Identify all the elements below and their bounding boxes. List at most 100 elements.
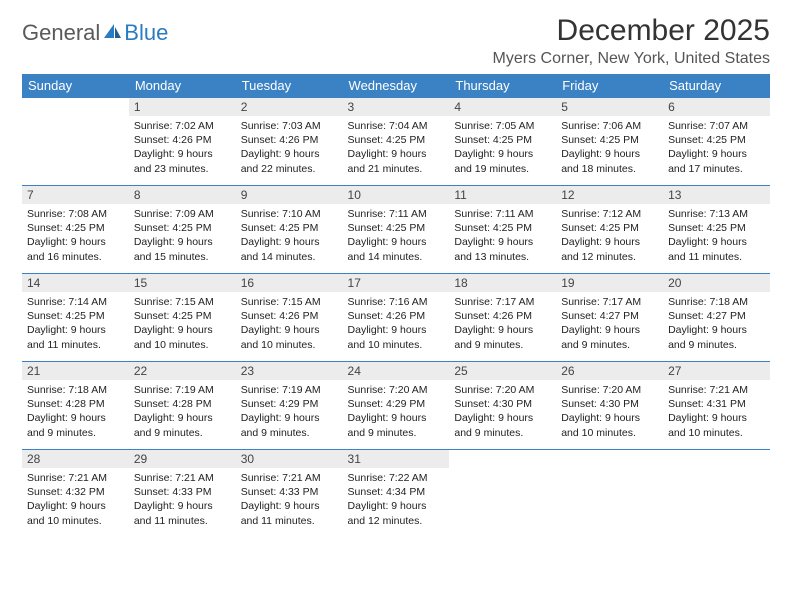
day-details: Sunrise: 7:11 AMSunset: 4:25 PMDaylight:…: [449, 204, 556, 267]
day-details: Sunrise: 7:08 AMSunset: 4:25 PMDaylight:…: [22, 204, 129, 267]
calendar-cell: 1Sunrise: 7:02 AMSunset: 4:26 PMDaylight…: [129, 98, 236, 186]
sunrise-text: Sunrise: 7:17 AM: [454, 295, 551, 309]
day-details: Sunrise: 7:14 AMSunset: 4:25 PMDaylight:…: [22, 292, 129, 355]
sunset-text: Sunset: 4:26 PM: [454, 309, 551, 323]
day-details: Sunrise: 7:21 AMSunset: 4:31 PMDaylight:…: [663, 380, 770, 443]
daylight-text: Daylight: 9 hours and 10 minutes.: [668, 411, 765, 439]
day-number: 2: [236, 98, 343, 116]
day-number: 12: [556, 186, 663, 204]
sunset-text: Sunset: 4:25 PM: [27, 221, 124, 235]
sunset-text: Sunset: 4:32 PM: [27, 485, 124, 499]
day-number: 11: [449, 186, 556, 204]
calendar-cell: 16Sunrise: 7:15 AMSunset: 4:26 PMDayligh…: [236, 274, 343, 362]
daylight-text: Daylight: 9 hours and 11 minutes.: [241, 499, 338, 527]
daylight-text: Daylight: 9 hours and 9 minutes.: [348, 411, 445, 439]
sunset-text: Sunset: 4:25 PM: [668, 133, 765, 147]
sunset-text: Sunset: 4:25 PM: [668, 221, 765, 235]
day-details: Sunrise: 7:17 AMSunset: 4:27 PMDaylight:…: [556, 292, 663, 355]
day-details: Sunrise: 7:12 AMSunset: 4:25 PMDaylight:…: [556, 204, 663, 267]
calendar-week-row: 7Sunrise: 7:08 AMSunset: 4:25 PMDaylight…: [22, 186, 770, 274]
day-number: 4: [449, 98, 556, 116]
sunset-text: Sunset: 4:28 PM: [134, 397, 231, 411]
calendar-cell: 31Sunrise: 7:22 AMSunset: 4:34 PMDayligh…: [343, 450, 450, 538]
sunset-text: Sunset: 4:25 PM: [561, 133, 658, 147]
day-number: 31: [343, 450, 450, 468]
day-details: Sunrise: 7:18 AMSunset: 4:28 PMDaylight:…: [22, 380, 129, 443]
daylight-text: Daylight: 9 hours and 9 minutes.: [27, 411, 124, 439]
day-details: Sunrise: 7:21 AMSunset: 4:33 PMDaylight:…: [129, 468, 236, 531]
calendar-cell: 29Sunrise: 7:21 AMSunset: 4:33 PMDayligh…: [129, 450, 236, 538]
daylight-text: Daylight: 9 hours and 10 minutes.: [241, 323, 338, 351]
calendar-cell: [663, 450, 770, 538]
daylight-text: Daylight: 9 hours and 11 minutes.: [27, 323, 124, 351]
day-details: Sunrise: 7:05 AMSunset: 4:25 PMDaylight:…: [449, 116, 556, 179]
sail-icon: [102, 22, 122, 45]
sunset-text: Sunset: 4:25 PM: [561, 221, 658, 235]
title-block: December 2025 Myers Corner, New York, Un…: [493, 14, 770, 68]
sunrise-text: Sunrise: 7:11 AM: [454, 207, 551, 221]
daylight-text: Daylight: 9 hours and 22 minutes.: [241, 147, 338, 175]
calendar-cell: 7Sunrise: 7:08 AMSunset: 4:25 PMDaylight…: [22, 186, 129, 274]
weekday-header: Tuesday: [236, 74, 343, 98]
daylight-text: Daylight: 9 hours and 11 minutes.: [668, 235, 765, 263]
day-details: Sunrise: 7:15 AMSunset: 4:26 PMDaylight:…: [236, 292, 343, 355]
day-details: Sunrise: 7:20 AMSunset: 4:30 PMDaylight:…: [556, 380, 663, 443]
calendar-week-row: 28Sunrise: 7:21 AMSunset: 4:32 PMDayligh…: [22, 450, 770, 538]
day-number: 24: [343, 362, 450, 380]
sunset-text: Sunset: 4:31 PM: [668, 397, 765, 411]
sunrise-text: Sunrise: 7:21 AM: [27, 471, 124, 485]
day-number: 16: [236, 274, 343, 292]
daylight-text: Daylight: 9 hours and 12 minutes.: [561, 235, 658, 263]
day-number: 7: [22, 186, 129, 204]
day-number: 22: [129, 362, 236, 380]
sunrise-text: Sunrise: 7:10 AM: [241, 207, 338, 221]
daylight-text: Daylight: 9 hours and 17 minutes.: [668, 147, 765, 175]
calendar-cell: 6Sunrise: 7:07 AMSunset: 4:25 PMDaylight…: [663, 98, 770, 186]
day-number: 9: [236, 186, 343, 204]
weekday-header: Thursday: [449, 74, 556, 98]
daylight-text: Daylight: 9 hours and 10 minutes.: [134, 323, 231, 351]
daylight-text: Daylight: 9 hours and 9 minutes.: [134, 411, 231, 439]
day-number: 26: [556, 362, 663, 380]
day-details: Sunrise: 7:21 AMSunset: 4:33 PMDaylight:…: [236, 468, 343, 531]
sunrise-text: Sunrise: 7:15 AM: [134, 295, 231, 309]
calendar-cell: 27Sunrise: 7:21 AMSunset: 4:31 PMDayligh…: [663, 362, 770, 450]
day-number: 23: [236, 362, 343, 380]
sunrise-text: Sunrise: 7:22 AM: [348, 471, 445, 485]
calendar-cell: 11Sunrise: 7:11 AMSunset: 4:25 PMDayligh…: [449, 186, 556, 274]
day-number: 10: [343, 186, 450, 204]
day-details: Sunrise: 7:20 AMSunset: 4:29 PMDaylight:…: [343, 380, 450, 443]
month-title: December 2025: [493, 14, 770, 48]
sunrise-text: Sunrise: 7:14 AM: [27, 295, 124, 309]
sunrise-text: Sunrise: 7:21 AM: [668, 383, 765, 397]
day-number: 15: [129, 274, 236, 292]
day-details: Sunrise: 7:15 AMSunset: 4:25 PMDaylight:…: [129, 292, 236, 355]
calendar-cell: 9Sunrise: 7:10 AMSunset: 4:25 PMDaylight…: [236, 186, 343, 274]
sunset-text: Sunset: 4:30 PM: [454, 397, 551, 411]
sunrise-text: Sunrise: 7:20 AM: [454, 383, 551, 397]
calendar-cell: [22, 98, 129, 186]
calendar-cell: 26Sunrise: 7:20 AMSunset: 4:30 PMDayligh…: [556, 362, 663, 450]
sunset-text: Sunset: 4:25 PM: [454, 133, 551, 147]
day-details: Sunrise: 7:21 AMSunset: 4:32 PMDaylight:…: [22, 468, 129, 531]
sunset-text: Sunset: 4:25 PM: [348, 221, 445, 235]
calendar-cell: 22 Sunrise: 7:19 AMSunset: 4:28 PMDayligh…: [129, 362, 236, 450]
sunset-text: Sunset: 4:29 PM: [348, 397, 445, 411]
daylight-text: Daylight: 9 hours and 12 minutes.: [348, 499, 445, 527]
sunrise-text: Sunrise: 7:02 AM: [134, 119, 231, 133]
sunrise-text: Sunrise: 7:12 AM: [561, 207, 658, 221]
sunrise-text: Sunrise: 7:18 AM: [27, 383, 124, 397]
sunset-text: Sunset: 4:33 PM: [134, 485, 231, 499]
sunset-text: Sunset: 4:27 PM: [561, 309, 658, 323]
daylight-text: Daylight: 9 hours and 21 minutes.: [348, 147, 445, 175]
day-number: 29: [129, 450, 236, 468]
header: General Blue December 2025 Myers Corner,…: [22, 14, 770, 68]
sunrise-text: Sunrise: 7:19 AM: [241, 383, 338, 397]
daylight-text: Daylight: 9 hours and 14 minutes.: [348, 235, 445, 263]
sunrise-text: Sunrise: 7:19 AM: [134, 383, 231, 397]
day-details: Sunrise: 7:07 AMSunset: 4:25 PMDaylight:…: [663, 116, 770, 179]
day-number: 3: [343, 98, 450, 116]
sunrise-text: Sunrise: 7:20 AM: [348, 383, 445, 397]
day-details: Sunrise: 7:19 AMSunset: 4:29 PMDaylight:…: [236, 380, 343, 443]
daylight-text: Daylight: 9 hours and 14 minutes.: [241, 235, 338, 263]
